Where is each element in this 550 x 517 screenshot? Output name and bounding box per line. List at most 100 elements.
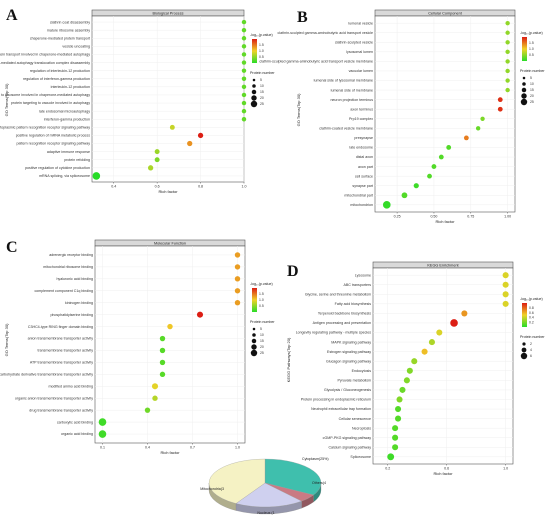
panel-d-data-point [406, 367, 413, 374]
panel-c-data-point [196, 311, 204, 318]
panel-b-y-axis-title: GO Terms(Top 30) [296, 93, 301, 126]
panel-c-color-tick-label: 1.0 [259, 298, 264, 302]
panel-b-plot-frame [374, 15, 516, 213]
panel-c-data-point [234, 276, 241, 282]
panel-d-data-point [387, 453, 395, 461]
panel-a-color-tick-label: 1.5 [259, 43, 264, 47]
panel-a-data-point [241, 76, 247, 81]
panel-c-data-point [167, 323, 173, 330]
panel-c-size-legend-label: 15 [260, 339, 264, 343]
panel-b-color-bar [522, 37, 527, 61]
panel-d-data-point [403, 377, 410, 384]
panel-b-term-label: neuron projection terminus [330, 98, 373, 102]
panel-a-x-tick-label: 0.8 [198, 185, 203, 189]
panel-b-x-tick-label: 0.75 [467, 215, 474, 219]
panel-c-data-point [234, 300, 241, 306]
panel-d-size-legend-label: 4 [530, 348, 532, 352]
panel-b-size-legend-label: 25 [530, 100, 534, 104]
panel-c-term-label: modified amino acid binding [48, 384, 93, 388]
panel-b-size-legend-dot [520, 98, 528, 106]
panel-c-x-tick-label: 0.4 [145, 446, 150, 450]
panel-a-term-label: mature ribosome assembly [47, 28, 90, 32]
panel-a-term-label: positive regulation of cytokine producti… [25, 166, 90, 170]
panel-a-term-label: interleukin-12 production [51, 85, 90, 89]
panel-d-color-legend-title: -log₁₀(p.value) [520, 297, 543, 301]
panel-a-title: Biological Process [152, 11, 183, 15]
panel-d-term-label: ABC transporters [343, 283, 371, 287]
panel-c-term-label: organic anion transmembrane transporter … [15, 396, 93, 400]
panel-c-term-label: phosphatidylserine binding [50, 313, 93, 317]
panel-c-size-legend-dot [250, 349, 258, 357]
panel-b-data-point [505, 68, 510, 74]
panel-b-data-point [446, 145, 452, 150]
panel-b-data-point [475, 126, 481, 131]
panel-d-term-label: Endocytosis [352, 369, 372, 373]
panel-d-term-label: Protein processing in endoplasmic reticu… [301, 398, 371, 402]
panel-d-size-legend-label: 2 [530, 342, 532, 346]
panel-c-term-label: adrenergic receptor binding [49, 253, 93, 257]
panel-d-size-legend-dot [520, 352, 528, 360]
panel-b-title: Cellular Component [428, 11, 463, 15]
panel-d-title: KEGG Enrichment [427, 263, 459, 267]
panel-c-size-legend-dot [252, 327, 256, 331]
panel-letter-a: A [6, 7, 18, 24]
panel-d-term-label: Longevity regulating pathway - multiple … [296, 331, 372, 335]
panel-c-data-point [234, 264, 241, 270]
pie-slice-label: Nucleus (1 [257, 511, 274, 515]
panel-b-term-label: clathrin-sculpted gamma-aminobutyric aci… [259, 60, 373, 64]
panel-b-data-point [431, 164, 437, 169]
panel-d-color-tick-label: 0.4 [529, 316, 534, 320]
panel-d-term-label: MAPK signaling pathway [331, 340, 371, 344]
panel-b-size-legend-label: 10 [530, 82, 534, 86]
panel-b-term-label: clathrin-sculpted vesicle [335, 40, 373, 44]
panel-a-color-bar [252, 39, 257, 63]
panel-b-data-point [427, 173, 432, 179]
panel-d-data-point [421, 348, 428, 355]
panel-c-size-legend-label: 20 [260, 345, 264, 349]
panel-b-term-label: axon part [358, 165, 373, 169]
pie-slice-label: Cytoplasm(25%) [302, 457, 329, 461]
panel-b-data-point [413, 183, 419, 189]
panel-d-term-label: Glycolysis / Gluconeogenesis [324, 388, 371, 392]
panel-c-color-legend-title: -log₁₀(p.value) [250, 282, 273, 286]
panel-d-data-point [395, 405, 402, 413]
panel-a-data-point [241, 92, 247, 98]
panel-a-data-point [92, 172, 101, 180]
panel-a-term-label: protein refolding [64, 158, 90, 162]
panel-a-size-legend-dot [252, 78, 256, 82]
panel-a-term-label: mRNA splicing, via spliceosome [39, 174, 90, 178]
panel-letter-d: D [287, 263, 299, 280]
panel-c-x-tick-label: 0.7 [190, 446, 195, 450]
panel-c-term-label: ATP transmembrane transporter activity [30, 361, 93, 365]
panel-a-data-point [147, 165, 154, 171]
panel-d-term-label: cGMP-PKG signaling pathway [323, 436, 372, 440]
panel-a-term-label: cytoplasmic pattern recognition receptor… [0, 126, 90, 130]
panel-b-term-label: Prp19 complex [349, 117, 373, 121]
panel-a-term-label: chaperone-mediated protein transport inv… [0, 53, 90, 57]
panel-d-size-legend-label: 6 [530, 354, 532, 358]
panel-letter-c: C [6, 239, 18, 256]
panel-c-size-legend-label: 25 [260, 351, 264, 355]
panel-e-pie-chart: Cytoplasm(25%) Others(4 Nucleus (1 Mitochon… [200, 457, 328, 515]
panel-b-data-point [505, 78, 510, 83]
panel-c-x-tick-label: 1.0 [235, 446, 240, 450]
panel-a-size-legend-label: 25 [260, 102, 264, 106]
panel-c-title: Molecular Function [154, 241, 186, 245]
panel-b-color-legend-title: -log₁₀(p.value) [520, 31, 543, 35]
panel-d-y-axis-title: KEGG Pathways(Top 20) [286, 337, 291, 382]
panel-c-color-tick-label: 0.5 [259, 304, 264, 308]
panel-d-size-legend-dot [522, 342, 526, 346]
panel-a-data-point [241, 84, 247, 90]
panel-a-data-point [241, 68, 247, 73]
panel-a-data-point [241, 117, 247, 122]
panel-d-data-point [428, 339, 435, 346]
panel-a-data-point [197, 132, 204, 139]
panel-a-term-label: pattern recognition receptor signaling p… [16, 142, 90, 146]
panel-b-term-label: lumenal vesicle [348, 21, 373, 25]
panel-d-data-point [411, 358, 418, 365]
panel-a-x-tick-label: 0.4 [111, 185, 116, 189]
panel-d-term-label: Estrogen signaling pathway [327, 350, 371, 354]
panel-b-term-label: distal axon [356, 155, 373, 159]
panel-a-term-label: clathrin coat disassembly [50, 20, 90, 24]
panel-a-term-label: adaptive immune response [47, 150, 90, 154]
